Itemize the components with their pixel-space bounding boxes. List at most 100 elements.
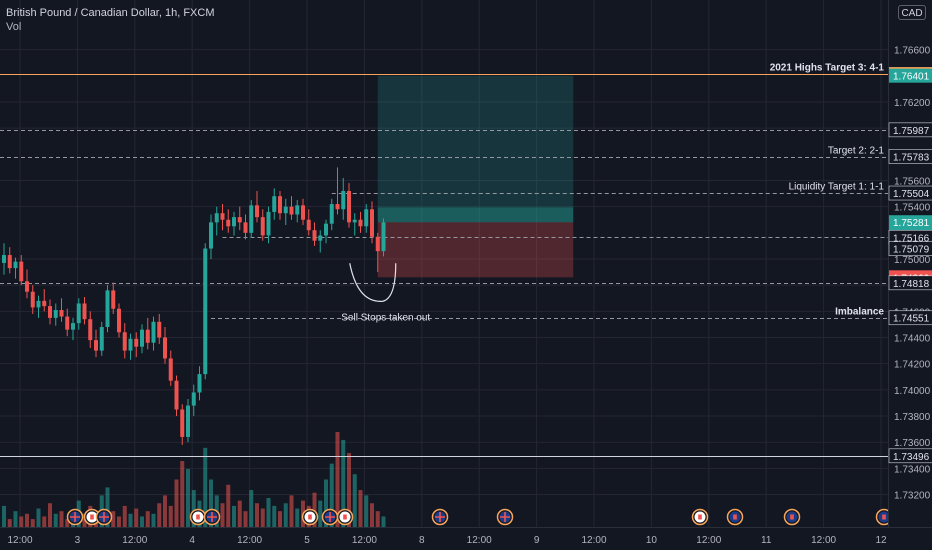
candle-body	[237, 217, 242, 223]
horizontal-levels[interactable]: 2021 Highs Target 3: 4-1 Target 2: 2-1 Liq…	[0, 63, 888, 457]
volume-bar	[140, 516, 144, 527]
volume-bar	[163, 495, 167, 527]
volume-bar	[220, 503, 225, 527]
flag-mark	[698, 514, 702, 520]
candle-body	[381, 222, 386, 252]
time-tick-label: 12:00	[352, 535, 377, 546]
candle-body	[99, 327, 104, 351]
volume-bar	[48, 503, 52, 527]
candle-body	[209, 222, 213, 249]
candle-body	[335, 204, 340, 210]
candle-body	[128, 338, 133, 351]
candle-body	[214, 213, 219, 223]
gb-flag-cross	[99, 512, 109, 522]
price-tick-label: 1.74400	[894, 334, 931, 345]
time-tick-label: 12:00	[581, 535, 606, 546]
time-tick-label: 12:00	[237, 535, 262, 546]
volume-bar	[324, 479, 328, 527]
price-axis[interactable]: 1.766001.762001.760001.756001.754001.750…	[888, 0, 932, 527]
price-label-box	[888, 241, 932, 256]
candle-body	[295, 205, 300, 215]
candle-body	[174, 380, 179, 410]
ca-flag-leaf	[343, 514, 347, 520]
time-tick-label: 9	[534, 535, 540, 546]
price-label-box	[888, 448, 932, 464]
currency-button[interactable]: CAD	[898, 5, 926, 20]
volume-bar	[180, 461, 185, 527]
volume-bar	[341, 439, 346, 527]
candle-body	[243, 222, 248, 233]
volume-bar	[209, 479, 213, 527]
candle-body	[347, 190, 351, 223]
candle-body	[65, 316, 70, 330]
candle-body	[19, 261, 24, 282]
volume-bar	[157, 503, 162, 527]
flag-mark	[790, 514, 794, 520]
candle-body	[157, 321, 162, 338]
candle-body	[306, 219, 311, 231]
price-tick-label: 1.75400	[894, 203, 931, 214]
candle-body	[191, 392, 196, 406]
ca-flag-leaf	[90, 514, 94, 520]
time-tick-label: 12:00	[467, 535, 492, 546]
price-tick-label: 1.76600	[894, 46, 931, 57]
candle-body	[71, 323, 75, 330]
volume-indicator-label[interactable]: Vol	[6, 21, 22, 33]
volume-bar	[278, 511, 282, 527]
candle-body	[163, 337, 167, 359]
candle-body	[151, 321, 156, 343]
volume-bar	[168, 505, 173, 527]
candle-body	[318, 235, 323, 241]
level-label: Imbalance	[835, 307, 884, 318]
candle-body	[134, 338, 139, 347]
candle-body	[25, 281, 29, 292]
gb-flag-cross	[207, 512, 217, 522]
symbol-title[interactable]: British Pound / Canadian Dollar, 1h, FXC…	[6, 7, 215, 19]
volume-bar	[59, 511, 64, 527]
volume-bar	[145, 511, 150, 527]
position-target-zone	[377, 75, 574, 223]
candle-body	[145, 329, 150, 343]
volume-bar	[381, 516, 386, 527]
candle-body	[36, 300, 41, 308]
candle-body	[283, 206, 288, 214]
price-label-box	[888, 310, 932, 326]
volume-bar	[128, 513, 133, 527]
volume-bar	[203, 447, 208, 527]
volume-bar	[364, 495, 369, 527]
candle-body	[358, 219, 363, 227]
candle-body	[278, 196, 282, 214]
volume-bar	[260, 508, 265, 527]
position-stop-zone	[377, 222, 574, 278]
time-axis[interactable]: 12:00 3 12:00 4 12:00 5 12:00 8 12:00 9 12:00 10 12:…	[0, 527, 932, 547]
volume-bar	[65, 519, 70, 527]
volume-bar	[105, 487, 110, 527]
volume-bar	[352, 474, 357, 527]
price-label-text: 1.74551	[893, 314, 930, 325]
price-label-text: 1.75079	[893, 245, 930, 256]
candle-body	[260, 217, 265, 236]
price-label-text: 1.75504	[893, 189, 930, 200]
event-markers[interactable]	[66, 508, 893, 526]
price-label-text: 1.75166	[893, 233, 930, 244]
candle-body	[341, 190, 346, 210]
candle-body	[7, 255, 12, 269]
long-position-tool[interactable]	[377, 75, 574, 278]
chart-grid	[0, 0, 888, 527]
time-tick-label: 5	[304, 535, 310, 546]
volume-bar	[19, 516, 24, 527]
ca-flag-leaf	[196, 514, 200, 520]
candle-body	[255, 205, 259, 218]
volume-bar	[174, 479, 179, 527]
price-label-box	[889, 215, 932, 230]
volume-bar	[329, 463, 334, 527]
price-tick-label: 1.75600	[894, 176, 931, 187]
annotations: Sell Stops taken out	[341, 263, 430, 323]
time-tick-label: 3	[75, 535, 81, 546]
price-label-text: 1.73496	[893, 452, 930, 463]
price-label-box	[889, 68, 932, 83]
candle-body	[220, 213, 225, 220]
volume-bar	[375, 511, 380, 527]
candle-body	[324, 223, 328, 236]
